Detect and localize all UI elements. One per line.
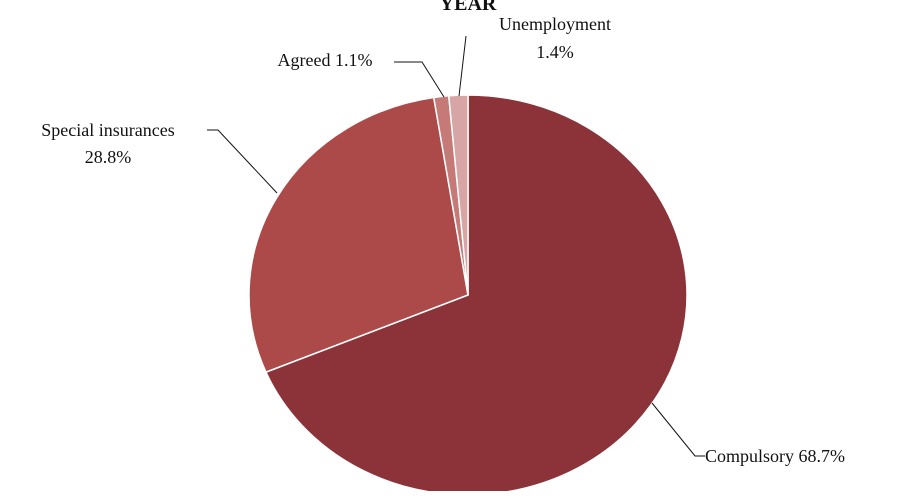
slice-label-unemployment-name: Unemployment <box>499 14 611 34</box>
leader-line-special <box>207 129 278 194</box>
slice-labels: Compulsory 68.7% Special insurances 28.8% A… <box>41 14 845 466</box>
pie-slices <box>248 94 688 496</box>
pie-slice-unemployment <box>447 94 469 296</box>
chart-title: YEAR <box>440 0 497 15</box>
pie-slice-compulsory <box>264 94 688 496</box>
leader-line-agreed <box>394 61 445 98</box>
slice-label-agreed: Agreed 1.1% <box>278 50 373 70</box>
slice-label-special-value: 28.8% <box>85 147 132 167</box>
slice-label-special-name: Special insurances <box>41 120 174 140</box>
slice-label-compulsory: Compulsory 68.7% <box>705 446 845 466</box>
slice-label-unemployment-value: 1.4% <box>536 42 574 62</box>
pie-slice-special <box>248 96 469 374</box>
leader-line-compulsory <box>651 402 705 457</box>
leader-line-unemployment <box>458 35 467 97</box>
leader-lines <box>207 35 705 457</box>
